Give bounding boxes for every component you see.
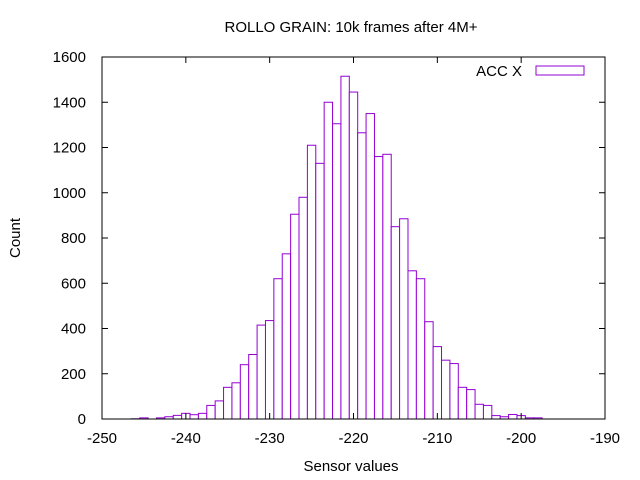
legend-label: ACC X: [476, 63, 522, 80]
histogram-bar: [264, 320, 275, 420]
histogram-bar: [340, 75, 350, 420]
x-tick-label: -250: [87, 430, 117, 447]
y-tick-label: 1200: [53, 140, 86, 157]
bars-layer: [130, 75, 543, 420]
y-tick-label: 1400: [53, 94, 86, 111]
histogram-bar: [491, 415, 501, 420]
y-axis-ticks: 0 200 400 600 800 1000 1200 1400 1600: [53, 49, 605, 428]
x-axis-label: Sensor values: [303, 458, 398, 475]
histogram-bar: [298, 196, 308, 420]
histogram-bar: [197, 412, 208, 420]
y-tick-label: 1600: [53, 49, 86, 66]
histogram-bar: [306, 144, 317, 420]
histogram-bar: [407, 270, 417, 420]
histogram-bar: [365, 113, 375, 420]
histogram-bar: [206, 404, 216, 420]
histogram-bar: [248, 354, 258, 420]
histogram-bar: [457, 386, 468, 420]
histogram-bar: [223, 386, 233, 420]
histogram-bar: [382, 153, 392, 420]
histogram-bar: [482, 404, 493, 420]
histogram-bar: [441, 359, 451, 420]
histogram-bar: [424, 321, 434, 420]
x-tick-label: -210: [422, 430, 452, 447]
histogram-bar: [189, 414, 199, 420]
x-axis-ticks: -250 -240 -230 -220 -210 -200 -190: [87, 57, 620, 447]
histogram-bar: [231, 382, 241, 420]
histogram-bar: [239, 364, 250, 420]
histogram-bar: [390, 226, 401, 420]
histogram-bar: [432, 346, 443, 420]
legend-swatch: [535, 65, 585, 76]
histogram-bar: [290, 213, 300, 420]
histogram-bar: [256, 324, 266, 420]
y-tick-label: 0: [78, 411, 86, 428]
histogram-bar: [508, 413, 518, 420]
histogram-bar: [357, 132, 367, 420]
y-tick-label: 200: [61, 366, 86, 383]
histogram-bar: [399, 218, 409, 420]
y-axis-label: Count: [7, 217, 24, 258]
histogram-bar: [323, 101, 334, 420]
histogram-bar: [449, 363, 459, 420]
histogram-bar: [373, 156, 384, 420]
histogram-bar: [273, 278, 283, 420]
histogram-bar: [474, 403, 484, 420]
x-tick-label: -240: [171, 430, 201, 447]
y-tick-label: 1000: [53, 185, 86, 202]
histogram-bar: [315, 162, 325, 420]
y-tick-label: 800: [61, 230, 86, 247]
y-tick-label: 400: [61, 321, 86, 338]
histogram-bar: [415, 278, 426, 420]
x-tick-label: -200: [506, 430, 536, 447]
x-tick-label: -190: [590, 430, 620, 447]
histogram-bar: [466, 389, 476, 420]
histogram-bar: [172, 414, 183, 420]
x-tick-label: -230: [255, 430, 285, 447]
histogram-bar: [281, 253, 292, 420]
histogram-bar: [332, 123, 342, 420]
chart-title: ROLLO GRAIN: 10k frames after 4M+: [224, 19, 477, 36]
legend: ACC X: [476, 63, 585, 80]
histogram-bar: [214, 400, 225, 420]
x-tick-label: -220: [338, 430, 368, 447]
histogram-bar: [348, 91, 359, 420]
y-tick-label: 600: [61, 275, 86, 292]
